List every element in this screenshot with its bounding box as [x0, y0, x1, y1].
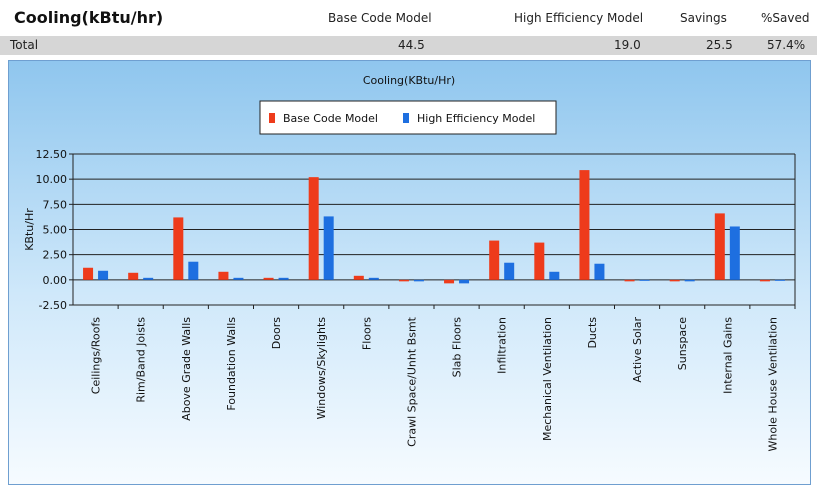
bar-base: [173, 217, 184, 280]
bar-high: [459, 279, 470, 284]
total-pct-value: 57.4%: [767, 38, 806, 52]
bar-base: [669, 279, 680, 282]
bar-high: [413, 279, 424, 282]
bar-high: [729, 226, 740, 280]
bar-high: [143, 277, 154, 280]
bar-high: [188, 261, 199, 280]
bar-high: [594, 263, 605, 280]
y-tick-label: 7.50: [43, 198, 68, 211]
y-tick-label: 10.00: [36, 173, 68, 186]
bar-high: [368, 277, 379, 280]
x-tick-label: Foundation Walls: [225, 317, 238, 411]
bar-base: [534, 242, 545, 280]
bar-base: [489, 240, 500, 280]
total-savings-value: 25.5: [706, 38, 733, 52]
x-tick-label: Crawl Space/Unht Bsmt: [405, 316, 418, 447]
total-high-value: 19.0: [614, 38, 641, 52]
x-tick-label: Windows/Skylights: [315, 317, 328, 420]
bar-base: [308, 177, 319, 280]
x-tick-label: Slab Floors: [451, 317, 464, 378]
bar-base: [218, 271, 229, 280]
total-base-value: 44.5: [398, 38, 425, 52]
column-header-base: Base Code Model: [328, 11, 432, 25]
bar-base: [128, 272, 139, 280]
x-tick-label: Above Grade Walls: [180, 317, 193, 421]
total-label: Total: [10, 38, 39, 52]
bar-base: [579, 170, 590, 280]
bar-base: [263, 277, 274, 280]
chart-title: Cooling(KBtu/Hr): [363, 74, 455, 87]
bar-base: [624, 279, 635, 282]
legend-label-0: Base Code Model: [283, 112, 378, 125]
x-tick-label: Mechanical Ventilation: [541, 317, 554, 441]
bar-high: [278, 277, 289, 280]
results-header: Cooling(kBtu/hr) Base Code Model High Ef…: [0, 0, 817, 34]
chart-panel: Cooling(KBtu/Hr) Base Code Model High Effi…: [8, 60, 811, 485]
bar-high: [774, 279, 785, 281]
bar-high: [323, 216, 334, 280]
bar-high: [549, 271, 560, 280]
y-tick-label: 5.00: [43, 224, 68, 237]
x-tick-label: Floors: [360, 317, 373, 350]
bar-base: [759, 279, 770, 282]
x-tick-label: Ceilings/Roofs: [90, 317, 103, 394]
x-tick-label: Whole House Ventilation: [766, 317, 779, 452]
column-header-pct-saved: %Saved: [761, 11, 810, 25]
x-tick-label: Doors: [270, 317, 283, 349]
legend-swatch-0: [269, 113, 275, 123]
page-title: Cooling(kBtu/hr): [14, 8, 164, 27]
bar-high: [233, 277, 244, 280]
x-tick-label: Infiltration: [496, 317, 509, 374]
column-header-savings: Savings: [680, 11, 727, 25]
bar-base: [444, 279, 455, 284]
y-axis-label: KBtu/Hr: [23, 208, 36, 251]
legend-label-1: High Efficiency Model: [417, 112, 535, 125]
y-tick-label: -2.50: [39, 299, 67, 312]
bar-high: [98, 270, 109, 280]
bar-high: [639, 279, 650, 281]
x-tick-label: Active Solar: [631, 317, 644, 383]
bar-base: [83, 267, 94, 280]
bar-base: [398, 279, 409, 282]
x-tick-label: Sunspace: [676, 317, 689, 370]
cooling-chart: Cooling(KBtu/Hr) Base Code Model High Effi…: [23, 74, 796, 452]
bar-high: [504, 262, 515, 280]
x-tick-label: Ducts: [586, 317, 599, 349]
column-header-high: High Efficiency Model: [514, 11, 644, 25]
legend-swatch-1: [403, 113, 409, 123]
total-row: Total 44.5 19.0 25.5 57.4%: [0, 36, 817, 55]
y-tick-label: 12.50: [36, 148, 68, 161]
bar-high: [684, 279, 695, 282]
x-tick-label: Internal Gains: [721, 317, 734, 394]
y-tick-label: 2.50: [43, 249, 68, 262]
y-tick-label: 0.00: [43, 274, 68, 287]
bar-base: [714, 213, 725, 280]
bar-base: [353, 275, 364, 280]
x-tick-label: Rim/Band Joists: [135, 317, 148, 403]
